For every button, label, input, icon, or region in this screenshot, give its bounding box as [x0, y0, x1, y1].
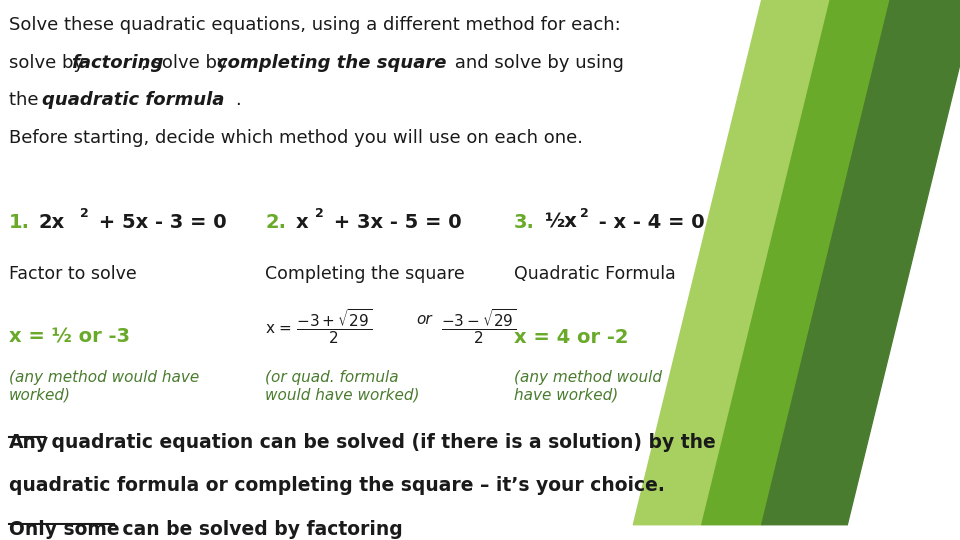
Polygon shape	[702, 0, 890, 525]
Text: can be solved by factoring: can be solved by factoring	[115, 520, 402, 539]
Text: 2: 2	[80, 207, 88, 220]
Text: + 3x - 5 = 0: + 3x - 5 = 0	[327, 213, 462, 232]
Text: Any: Any	[9, 433, 49, 452]
Text: x = ½ or -3: x = ½ or -3	[9, 328, 130, 347]
Text: solve by: solve by	[9, 53, 89, 71]
Text: 2: 2	[315, 207, 324, 220]
Text: quadratic equation can be solved (if there is a solution) by the: quadratic equation can be solved (if the…	[45, 433, 716, 452]
Polygon shape	[761, 0, 960, 525]
Text: , solve by: , solve by	[141, 53, 233, 71]
Text: the: the	[9, 91, 44, 109]
Text: 2.: 2.	[265, 213, 286, 232]
Text: 2x: 2x	[38, 213, 64, 232]
Text: (or quad. formula
would have worked): (or quad. formula would have worked)	[265, 370, 420, 402]
Text: quadratic formula or completing the square – it’s your choice.: quadratic formula or completing the squa…	[9, 476, 664, 496]
Text: 2: 2	[580, 207, 589, 220]
Text: Quadratic Formula: Quadratic Formula	[514, 265, 675, 283]
Text: Factor to solve: Factor to solve	[9, 265, 136, 283]
Text: (any method would
have worked): (any method would have worked)	[514, 370, 661, 402]
Text: 1.: 1.	[9, 213, 30, 232]
Text: ½x: ½x	[544, 213, 577, 232]
Polygon shape	[634, 0, 830, 525]
Text: Completing the square: Completing the square	[265, 265, 465, 283]
Text: factoring: factoring	[71, 53, 163, 71]
Text: - x - 4 = 0: - x - 4 = 0	[592, 213, 705, 232]
Text: x = $\dfrac{-3+\sqrt{29}}{2}$: x = $\dfrac{-3+\sqrt{29}}{2}$	[265, 307, 372, 346]
Text: + 5x - 3 = 0: + 5x - 3 = 0	[92, 213, 228, 232]
Text: $\dfrac{-3-\sqrt{29}}{2}$: $\dfrac{-3-\sqrt{29}}{2}$	[441, 307, 516, 346]
Text: (any method would have
worked): (any method would have worked)	[9, 370, 199, 402]
Text: .: .	[235, 91, 241, 109]
Text: completing the square: completing the square	[217, 53, 446, 71]
Text: x: x	[296, 213, 308, 232]
Text: Solve these quadratic equations, using a different method for each:: Solve these quadratic equations, using a…	[9, 16, 620, 33]
Text: quadratic formula: quadratic formula	[42, 91, 225, 109]
Text: and solve by using: and solve by using	[449, 53, 624, 71]
Text: x = 4 or -2: x = 4 or -2	[514, 328, 628, 347]
Text: or: or	[417, 312, 432, 327]
Text: Only some: Only some	[9, 520, 119, 539]
Text: 3.: 3.	[514, 213, 535, 232]
Text: Before starting, decide which method you will use on each one.: Before starting, decide which method you…	[9, 129, 583, 147]
